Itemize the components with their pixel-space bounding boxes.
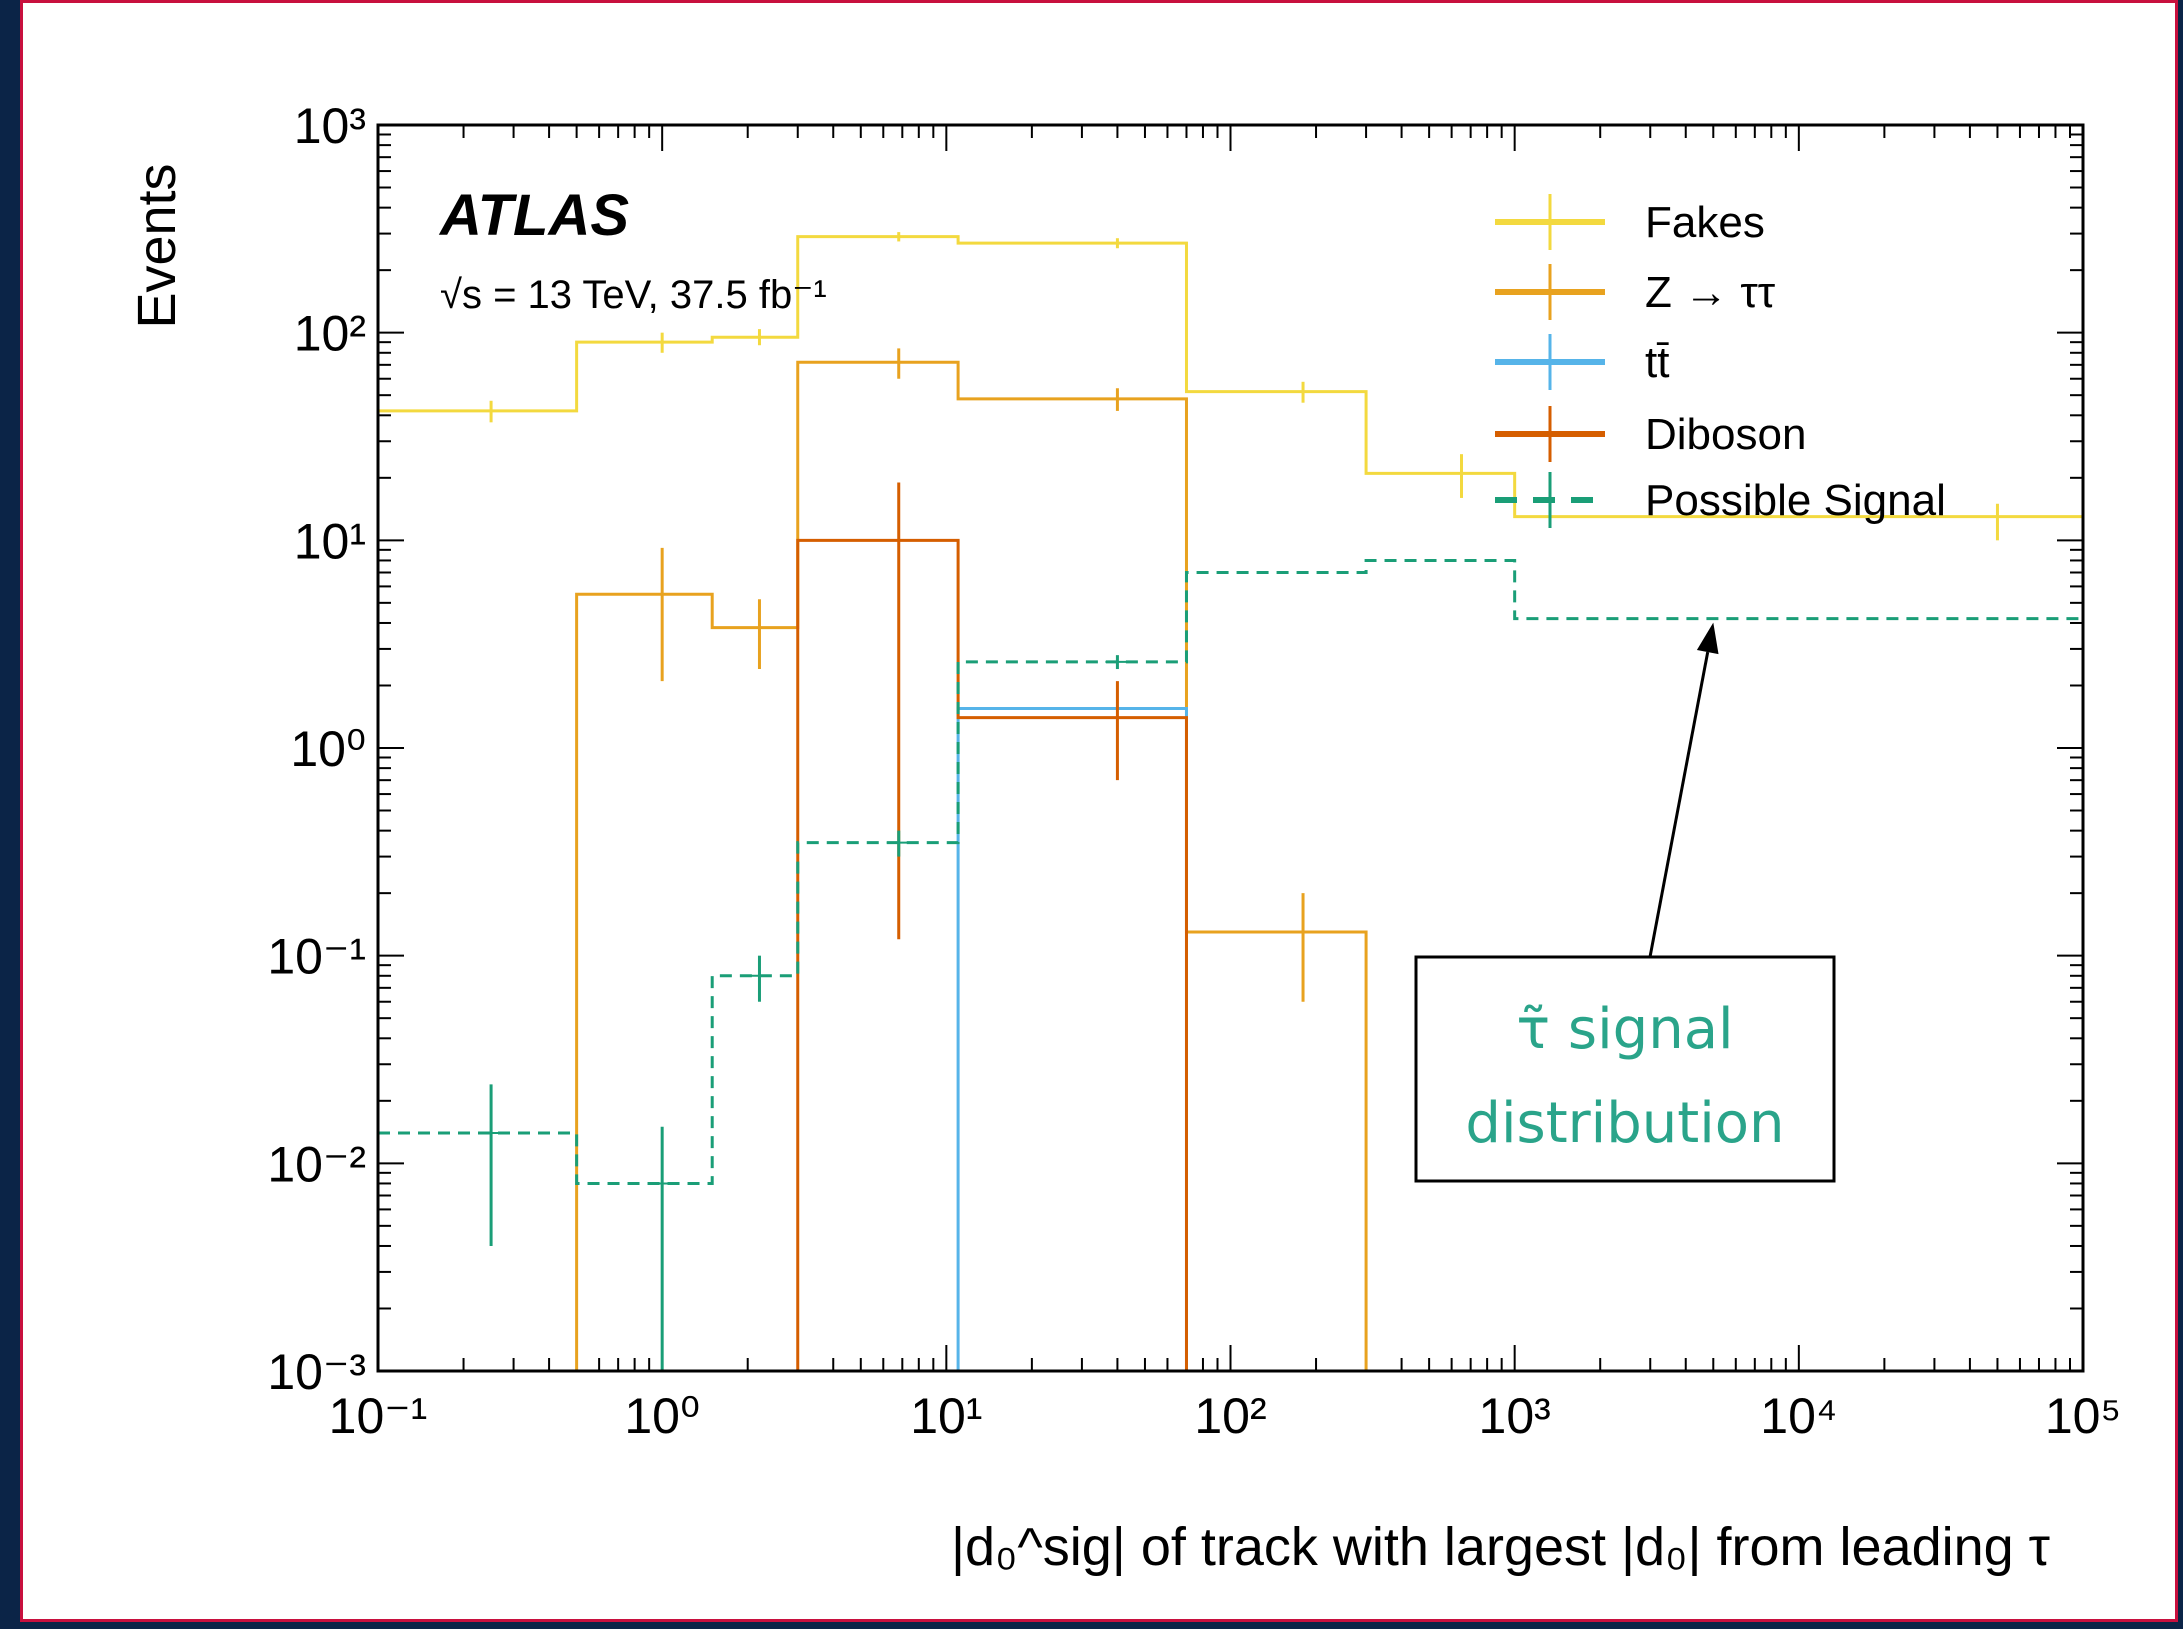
series-step-line — [378, 235, 2083, 519]
x-tick-label: 10¹ — [910, 1388, 982, 1444]
y-tick-label: 10¹ — [294, 513, 366, 569]
legend-entry: tt̄ — [1495, 334, 1669, 390]
y-tick-label: 10⁻³ — [267, 1344, 366, 1400]
legend-label: Possible Signal — [1645, 476, 1946, 525]
energy-luminosity-label: √s = 13 TeV, 37.5 fb⁻¹ — [440, 273, 827, 317]
annotation-line-2: distribution — [1465, 1091, 1784, 1156]
y-tick-label: 10³ — [294, 98, 366, 154]
x-tick-label: 10⁴ — [1760, 1388, 1837, 1444]
legend-label: Diboson — [1645, 410, 1806, 459]
plot-frame — [376, 123, 2085, 1373]
legend: Fakes Z → ττ tt̄ Diboson Possible Signal — [1495, 194, 1946, 528]
legend-label: Fakes — [1645, 198, 1765, 247]
series-fakes — [378, 232, 2083, 541]
x-tick-label: 10³ — [1479, 1388, 1551, 1444]
signal-annotation: τ̃ signal distribution — [1414, 622, 1836, 1183]
x-axis-title: |d₀^sig| of track with largest |d₀| from… — [951, 1517, 2050, 1577]
x-tick-label: 10⁵ — [2045, 1388, 2121, 1444]
annotation-line-1: τ̃ signal — [1516, 997, 1733, 1062]
annotation-box — [1414, 955, 1836, 1183]
annotation-arrow — [1648, 651, 1710, 958]
y-tick-label: 10⁻¹ — [267, 929, 366, 985]
series-step-line — [575, 360, 2083, 1373]
series-step-line — [378, 558, 2083, 1185]
y-tick-labels: 10⁻³ 10⁻² 10⁻¹ 10⁰ 10¹ 10² 10³ — [267, 98, 366, 1400]
legend-label: tt̄ — [1645, 338, 1669, 387]
legend-entry: Fakes — [1495, 194, 1765, 250]
series-possible-signal — [378, 558, 2083, 1371]
y-tick-label: 10⁻² — [267, 1136, 366, 1192]
axis-ticks — [377, 125, 2083, 1372]
legend-label: Z → ττ — [1645, 268, 1776, 317]
legend-entry: Possible Signal — [1495, 472, 1946, 528]
x-tick-label: 10² — [1194, 1388, 1266, 1444]
x-tick-label: 10⁰ — [624, 1388, 700, 1444]
series-z- — [575, 348, 2083, 1373]
x-tick-labels: 10⁻¹ 10⁰ 10¹ 10² 10³ 10⁴ 10⁵ — [329, 1388, 2122, 1444]
annotation-arrow-head — [1696, 622, 1719, 655]
x-tick-label: 10⁻¹ — [329, 1388, 428, 1444]
legend-entry: Z → ττ — [1495, 264, 1776, 320]
legend-entry: Diboson — [1495, 406, 1806, 462]
y-tick-label: 10² — [294, 306, 366, 362]
atlas-label: ATLAS — [438, 183, 629, 248]
y-tick-label: 10⁰ — [290, 721, 366, 777]
y-axis-title: Events — [127, 163, 187, 328]
